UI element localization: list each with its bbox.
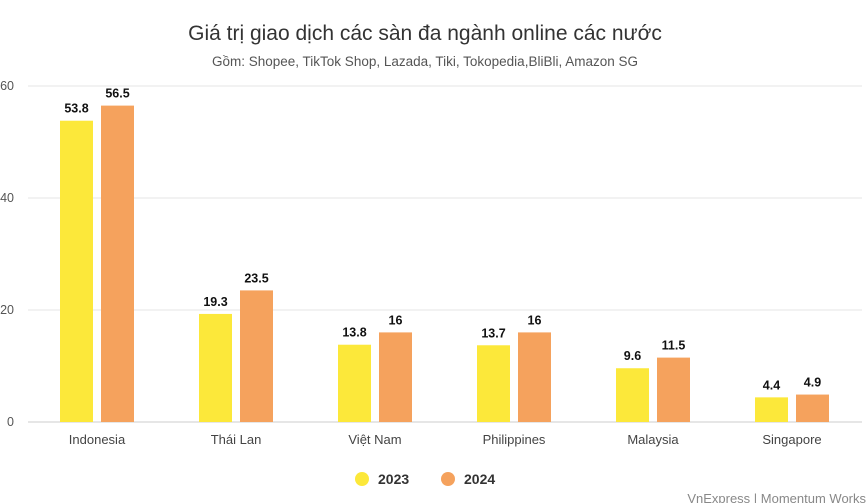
bar-2024[interactable] bbox=[101, 105, 134, 422]
gridlines bbox=[28, 85, 862, 423]
bar-2023[interactable] bbox=[338, 344, 371, 422]
chart-title: Giá trị giao dịch các sàn đa ngành onlin… bbox=[188, 22, 662, 45]
bar-2023[interactable] bbox=[755, 397, 788, 422]
bar-2023[interactable] bbox=[199, 313, 232, 422]
bar-2023[interactable] bbox=[616, 368, 649, 422]
y-tick-label: 60 bbox=[0, 79, 14, 93]
data-label: 4.9 bbox=[804, 376, 821, 390]
x-category-label: Indonesia bbox=[69, 432, 126, 447]
data-label: 19.3 bbox=[203, 295, 227, 309]
x-category-label: Việt Nam bbox=[348, 432, 401, 447]
bar-2024[interactable] bbox=[240, 290, 273, 422]
x-category-label: Philippines bbox=[483, 432, 546, 447]
x-category-label: Singapore bbox=[762, 432, 821, 447]
bar-2023[interactable] bbox=[60, 120, 93, 422]
data-labels: 53.8 56.5 19.3 23.5 13.8 16 13.7 16 9.6 11.5 4.4 4.… bbox=[64, 87, 821, 393]
legend[interactable]: 2023 2024 bbox=[355, 471, 495, 487]
bar-2024[interactable] bbox=[657, 357, 690, 422]
y-tick-label: 0 bbox=[7, 415, 14, 429]
bar-2023[interactable] bbox=[477, 345, 510, 422]
y-tick-label: 20 bbox=[0, 303, 14, 317]
data-label: 11.5 bbox=[662, 339, 686, 353]
data-label: 9.6 bbox=[624, 349, 641, 363]
data-label: 13.8 bbox=[342, 326, 366, 340]
y-tick-label: 40 bbox=[0, 191, 14, 205]
data-label: 56.5 bbox=[105, 87, 129, 101]
data-label: 13.7 bbox=[481, 326, 505, 340]
x-category-label: Thái Lan bbox=[211, 432, 262, 447]
bar-2024[interactable] bbox=[796, 394, 829, 422]
data-label: 16 bbox=[528, 313, 542, 327]
legend-marker-2023 bbox=[355, 472, 369, 486]
bar-2024[interactable] bbox=[379, 332, 412, 422]
data-label: 4.4 bbox=[763, 378, 780, 392]
data-label: 53.8 bbox=[64, 102, 88, 116]
legend-label-2024[interactable]: 2024 bbox=[464, 471, 495, 487]
chart-subtitle: Gồm: Shopee, TikTok Shop, Lazada, Tiki, … bbox=[212, 54, 638, 69]
bars bbox=[60, 105, 829, 422]
y-axis-ticks: 0 20 40 60 bbox=[0, 79, 14, 429]
x-category-label: Malaysia bbox=[627, 432, 679, 447]
data-label: 16 bbox=[389, 313, 403, 327]
data-label: 23.5 bbox=[244, 271, 268, 285]
x-axis-categories: Indonesia Thái Lan Việt Nam Philippines Mala… bbox=[69, 432, 822, 447]
legend-label-2023[interactable]: 2023 bbox=[378, 471, 409, 487]
source-credit: VnExpress | Momentum Works bbox=[687, 491, 866, 503]
bar-2024[interactable] bbox=[518, 332, 551, 422]
legend-marker-2024 bbox=[441, 472, 455, 486]
